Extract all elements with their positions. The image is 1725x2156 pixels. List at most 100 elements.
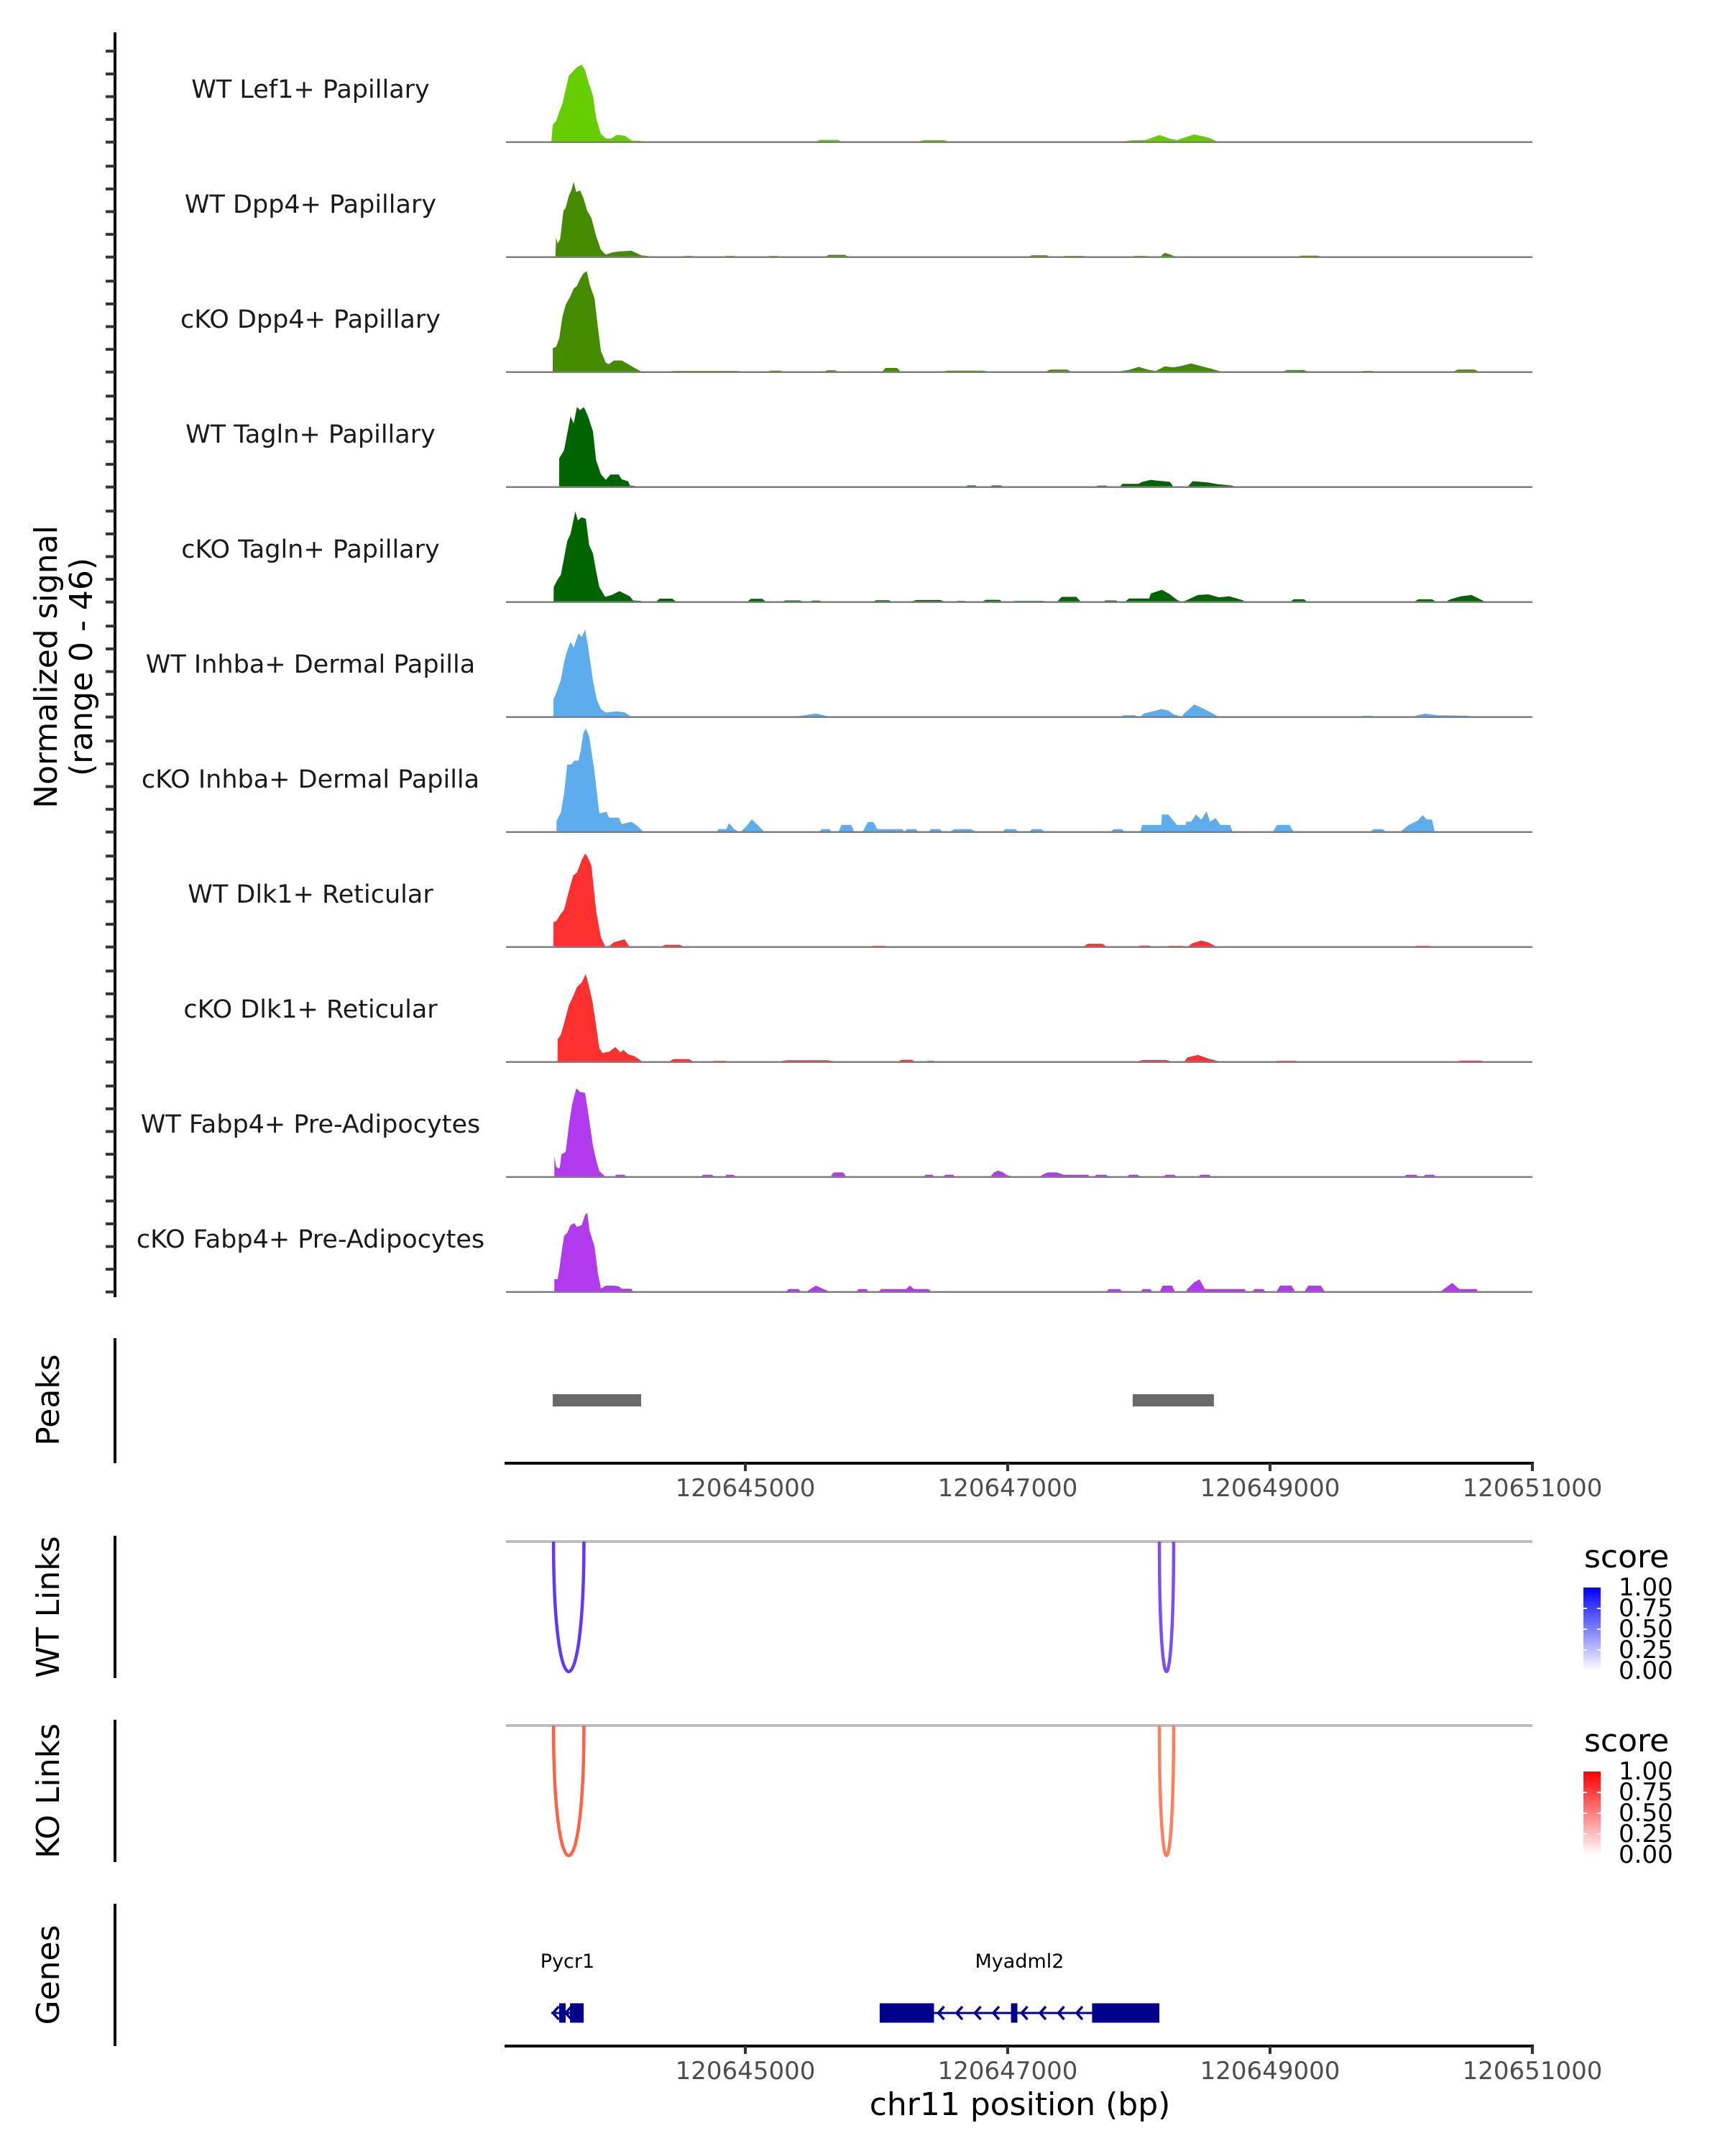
coverage-area bbox=[1140, 704, 1219, 717]
coverage-area bbox=[1445, 594, 1486, 602]
coverage-area bbox=[716, 823, 740, 832]
track-label: cKO Tagln+ Papillary bbox=[181, 535, 440, 564]
coverage-area bbox=[1140, 811, 1233, 832]
strand-arrow-icon bbox=[1075, 2005, 1084, 2021]
ko-links-panel bbox=[114, 1720, 1532, 1862]
gene-exon bbox=[558, 2003, 566, 2023]
coverage-bump bbox=[1159, 1285, 1176, 1292]
track-label: WT Inhba+ Dermal Papilla bbox=[146, 650, 475, 679]
coverage-bump bbox=[881, 368, 901, 372]
link-arc bbox=[1157, 1725, 1176, 1857]
coverage-area bbox=[1440, 1283, 1478, 1292]
coverage-area bbox=[558, 407, 640, 487]
coverage-area bbox=[740, 819, 765, 832]
gene-exon bbox=[1011, 2003, 1018, 2023]
strand-arrow-icon bbox=[1020, 2005, 1029, 2021]
legend-label: 0.00 bbox=[1619, 1841, 1673, 1869]
strand-arrow-icon bbox=[973, 2005, 982, 2021]
wt-links-panel bbox=[114, 1536, 1532, 1678]
coverage-area bbox=[553, 629, 637, 717]
coverage-bump bbox=[1057, 596, 1082, 602]
coverage-area bbox=[557, 974, 643, 1062]
strand-arrow-icon bbox=[954, 2005, 964, 2021]
legend-label: 1.00 bbox=[1619, 1573, 1673, 1602]
track-label: WT Fabp4+ Pre-Adipocytes bbox=[141, 1110, 480, 1139]
coverage-area bbox=[1187, 940, 1218, 947]
coverage-area bbox=[554, 1212, 633, 1292]
coverage-area bbox=[553, 853, 632, 947]
x-tick-label: 120647000 bbox=[938, 2057, 1078, 2086]
x-axis-title: chr11 position (bp) bbox=[870, 2086, 1171, 2123]
x-tick-label: 120651000 bbox=[1463, 1474, 1603, 1503]
x-tick-label: 120651000 bbox=[1463, 2057, 1603, 2086]
gene-exon bbox=[879, 2003, 934, 2023]
gene-model: Myadml2 bbox=[879, 1950, 1159, 2023]
coverage-area bbox=[1124, 589, 1245, 602]
coverage-bump bbox=[1304, 1285, 1325, 1292]
peaks-x-axis: 120645000 120647000 120649000 120651000 bbox=[505, 1462, 1603, 1503]
legend-label: 1.00 bbox=[1619, 1757, 1673, 1786]
coverage-area bbox=[1185, 1279, 1246, 1292]
coverage-track: cKO Fabp4+ Pre-Adipocytes bbox=[106, 1182, 1532, 1297]
coverage-track: cKO Inhba+ Dermal Papilla bbox=[106, 722, 1532, 837]
coverage-area bbox=[806, 1285, 831, 1292]
coverage-area bbox=[555, 182, 658, 257]
track-label: cKO Inhba+ Dermal Papilla bbox=[142, 765, 479, 794]
coverage-bump bbox=[838, 824, 855, 832]
track-label: WT Dpp4+ Papillary bbox=[185, 190, 436, 219]
coverage-area bbox=[1039, 1172, 1090, 1177]
gene-model: Pycr1 bbox=[540, 1950, 594, 2023]
coverage-track: cKO Dpp4+ Papillary bbox=[106, 262, 1532, 377]
gene-exon bbox=[1092, 2003, 1159, 2023]
link-arc bbox=[1157, 1541, 1176, 1673]
coverage-area bbox=[1184, 1054, 1235, 1062]
ko-links-panel-title: KO Links bbox=[30, 1723, 67, 1858]
coverage-area bbox=[1399, 815, 1435, 832]
peaks-panel: 120645000 120647000 120649000 120651000 bbox=[114, 1338, 1603, 1503]
x-tick-label: 120647000 bbox=[938, 1474, 1078, 1503]
coverage-bump bbox=[1276, 1285, 1296, 1292]
track-label: WT Lef1+ Papillary bbox=[191, 75, 430, 104]
coverage-track: WT Tagln+ Papillary bbox=[106, 377, 1532, 492]
coverage-area bbox=[1187, 481, 1236, 487]
coverage-track: WT Lef1+ Papillary bbox=[106, 32, 1532, 147]
coverage-area bbox=[556, 728, 644, 832]
coverage-area bbox=[1114, 363, 1224, 372]
legend-title: score bbox=[1584, 1723, 1669, 1759]
genes-x-axis: 120645000 120647000 120649000 120651000 bbox=[505, 2045, 1603, 2086]
coverage-area bbox=[862, 821, 905, 832]
legend-label: 0.50 bbox=[1619, 1615, 1673, 1644]
strand-arrow-icon bbox=[551, 2005, 560, 2021]
x-tick-label: 120645000 bbox=[676, 1474, 816, 1503]
coverage-area bbox=[551, 64, 696, 142]
legend-label: 0.00 bbox=[1619, 1657, 1673, 1685]
coverage-track: WT Dlk1+ Reticular bbox=[106, 837, 1532, 952]
y-axis-title-line-1: Normalized signal bbox=[28, 525, 65, 808]
coverage-track: cKO Dlk1+ Reticular bbox=[106, 952, 1532, 1067]
gene-label: Pycr1 bbox=[540, 1950, 594, 1973]
track-label: WT Tagln+ Papillary bbox=[185, 420, 436, 449]
strand-arrow-icon bbox=[991, 2005, 1000, 2021]
coverage-area bbox=[554, 1088, 606, 1177]
x-tick-label: 120645000 bbox=[676, 2057, 816, 2086]
strand-arrow-icon bbox=[1057, 2005, 1065, 2021]
coverage-area bbox=[1159, 252, 1177, 257]
track-label: cKO Fabp4+ Pre-Adipocytes bbox=[137, 1225, 484, 1254]
track-label: WT Dlk1+ Reticular bbox=[188, 880, 433, 909]
legend-label: 0.75 bbox=[1619, 1594, 1673, 1623]
coverage-area bbox=[1119, 479, 1174, 487]
coverage-bump bbox=[1272, 824, 1294, 832]
x-tick-label: 120649000 bbox=[1200, 1474, 1340, 1503]
coverage-track: WT Inhba+ Dermal Papilla bbox=[106, 607, 1532, 722]
coverage-area bbox=[878, 1285, 932, 1292]
track-label: cKO Dpp4+ Papillary bbox=[180, 305, 441, 334]
score-legends: score1.000.750.500.250.00score1.000.750.… bbox=[1583, 1539, 1673, 1869]
strand-arrow-icon bbox=[564, 2005, 573, 2021]
y-axis-title-line-2: (range 0 - 46) bbox=[63, 558, 100, 776]
strand-arrow-icon bbox=[1038, 2005, 1047, 2021]
coverage-tracks: WT Lef1+ Papillary WT Dpp4+ Papillary cKO … bbox=[106, 32, 1532, 1297]
